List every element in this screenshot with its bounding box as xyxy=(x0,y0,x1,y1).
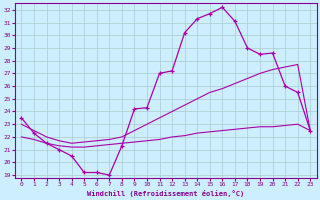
X-axis label: Windchill (Refroidissement éolien,°C): Windchill (Refroidissement éolien,°C) xyxy=(87,190,244,197)
